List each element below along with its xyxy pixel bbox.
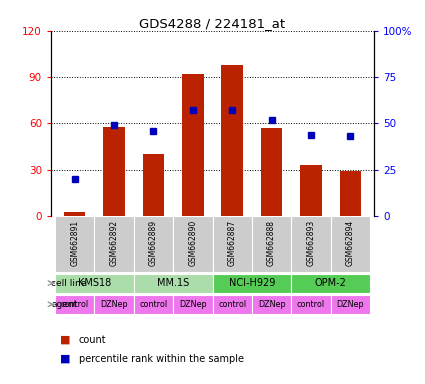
Text: cell line: cell line [51,278,87,288]
Bar [291,295,331,314]
Text: GSM662894: GSM662894 [346,220,355,266]
Bar [182,74,204,216]
Text: ■: ■ [60,335,70,345]
Bar [134,216,173,273]
Text: control: control [61,300,89,309]
Text: ■: ■ [60,354,70,364]
Bar [173,295,212,314]
Bar [64,212,85,216]
Text: GSM662893: GSM662893 [306,220,315,266]
Text: GSM662887: GSM662887 [228,220,237,266]
Text: agent: agent [51,300,78,309]
Text: DZNep: DZNep [337,300,364,309]
Bar [331,295,370,314]
Bar [221,65,243,216]
Text: GSM662888: GSM662888 [267,220,276,266]
Text: DZNep: DZNep [258,300,286,309]
Bar [94,295,134,314]
Text: control: control [218,300,246,309]
Text: GSM662890: GSM662890 [188,220,197,266]
Text: KMS18: KMS18 [78,278,111,288]
Bar [94,216,134,273]
Text: OPM-2: OPM-2 [315,278,347,288]
Bar [252,216,291,273]
Bar [300,165,322,216]
Text: control: control [139,300,167,309]
Bar [212,216,252,273]
Text: DZNep: DZNep [100,300,128,309]
Bar [212,273,291,293]
Text: percentile rank within the sample: percentile rank within the sample [79,354,244,364]
Bar [134,295,173,314]
Bar [142,154,164,216]
Text: GSM662892: GSM662892 [110,220,119,266]
Bar [331,216,370,273]
Bar [252,295,291,314]
Text: count: count [79,335,106,345]
Bar [103,127,125,216]
Text: GSM662889: GSM662889 [149,220,158,266]
Bar [291,273,370,293]
Bar [173,216,212,273]
Text: GSM662891: GSM662891 [70,220,79,266]
Bar [261,128,283,216]
Text: control: control [297,300,325,309]
Bar [55,273,134,293]
Text: NCI-H929: NCI-H929 [229,278,275,288]
Bar [340,171,361,216]
Bar [134,273,212,293]
Text: MM.1S: MM.1S [157,278,189,288]
Bar [212,295,252,314]
Bar [55,216,94,273]
Text: DZNep: DZNep [179,300,207,309]
Title: GDS4288 / 224181_at: GDS4288 / 224181_at [139,17,286,30]
Bar [55,295,94,314]
Bar [291,216,331,273]
